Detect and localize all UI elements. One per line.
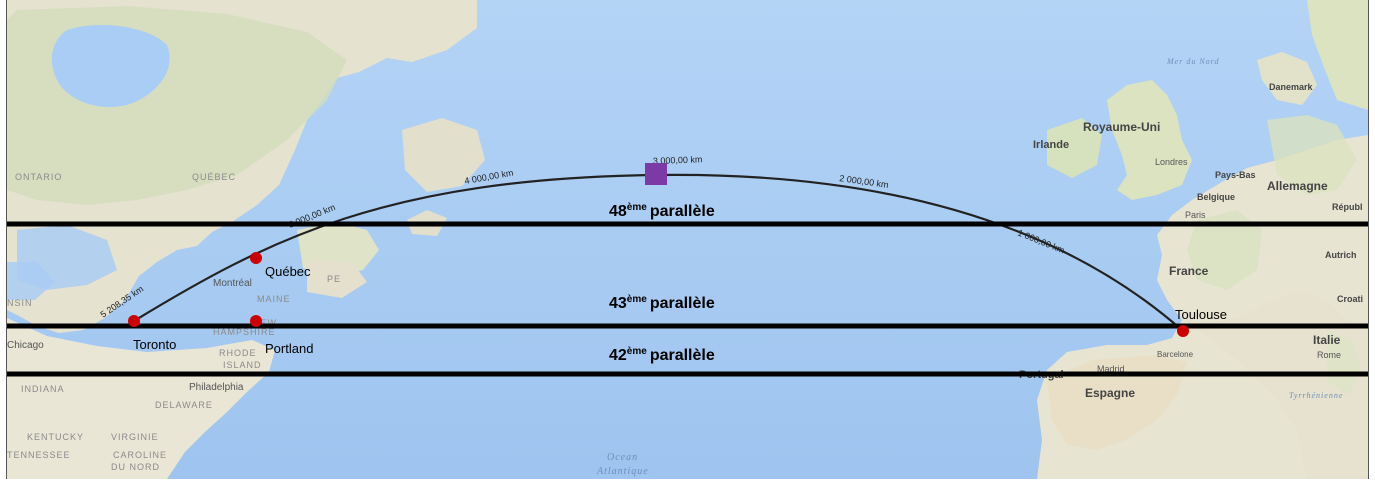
label-du-nord: DU NORD	[111, 462, 160, 472]
toulouse-label: Toulouse	[1175, 307, 1227, 322]
parallel-48-word: parallèle	[650, 203, 715, 220]
basemap-labels: ONTARIO QUÉBEC Montréal MAINE NEW HAMPSH…	[7, 57, 1363, 477]
parallel-43-number: 43	[609, 295, 627, 312]
map-viewport[interactable]: ONTARIO QUÉBEC Montréal MAINE NEW HAMPSH…	[6, 0, 1369, 479]
label-delaware: DELAWARE	[155, 400, 213, 410]
route-midpoint-marker[interactable]	[645, 163, 667, 185]
parallel-label-43: 43ème parallèle	[609, 294, 715, 312]
label-pays-bas: Pays-Bas	[1215, 170, 1256, 180]
portland-marker[interactable]	[250, 315, 262, 327]
label-kentucky: KENTUCKY	[27, 432, 84, 442]
label-espagne: Espagne	[1085, 386, 1135, 400]
label-irlande: Irlande	[1033, 139, 1069, 151]
city-markers	[128, 252, 1189, 337]
parallel-43-suffix: ème	[627, 294, 647, 305]
parallel-42-word: parallèle	[650, 347, 715, 364]
label-virginie: VIRGINIE	[111, 432, 159, 442]
label-nsin: NSIN	[7, 298, 33, 308]
parallel-48-suffix: ème	[627, 202, 647, 213]
label-new: NEW	[253, 318, 277, 328]
parallel-48-number: 48	[609, 203, 627, 220]
label-republ: Républ	[1332, 202, 1363, 212]
label-pe: PE	[327, 274, 341, 284]
toulouse-marker[interactable]	[1177, 325, 1189, 337]
label-indiana: INDIANA	[21, 384, 65, 394]
city-labels: Toronto Québec Portland Toulouse	[133, 264, 1227, 356]
parallel-label-48: 48ème parallèle	[609, 202, 715, 220]
label-londres: Londres	[1155, 157, 1188, 167]
label-montreal: Montréal	[213, 278, 252, 289]
label-italie: Italie	[1313, 333, 1341, 347]
quebec-marker[interactable]	[250, 252, 262, 264]
label-tennessee: TENNESSEE	[7, 450, 71, 460]
toronto-label: Toronto	[133, 337, 176, 352]
parallel-labels: 48ème parallèle 43ème parallèle 42ème paral…	[609, 202, 715, 364]
parallel-42-number: 42	[609, 347, 627, 364]
quebec-label: Québec	[265, 264, 311, 279]
label-belgique: Belgique	[1197, 192, 1235, 202]
label-tyrrhenienne: Tyrrhénienne	[1289, 391, 1343, 400]
label-atlantique: Atlantique	[596, 466, 649, 477]
label-paris: Paris	[1185, 210, 1206, 220]
label-ocean: Ocean	[607, 452, 638, 463]
label-danemark: Danemark	[1269, 82, 1314, 92]
label-quebec-province: QUÉBEC	[192, 172, 236, 182]
label-autrich: Autrich	[1325, 250, 1357, 260]
parallel-42-suffix: ème	[627, 346, 647, 357]
label-madrid: Madrid	[1097, 364, 1125, 374]
label-croatia: Croati	[1337, 294, 1363, 304]
map-canvas[interactable]: ONTARIO QUÉBEC Montréal MAINE NEW HAMPSH…	[7, 0, 1368, 479]
label-island: ISLAND	[223, 360, 262, 370]
toronto-marker[interactable]	[128, 315, 140, 327]
europe-land	[1037, 0, 1368, 479]
distance-label-4: 3 000,00 km	[653, 154, 703, 166]
parallel-label-42: 42ème parallèle	[609, 346, 715, 364]
portland-label: Portland	[265, 341, 313, 356]
label-chicago: Chicago	[7, 340, 44, 351]
label-allemagne: Allemagne	[1267, 179, 1328, 193]
label-royaume-uni: Royaume-Uni	[1083, 120, 1160, 134]
label-rhode: RHODE	[219, 348, 257, 358]
label-philadelphia: Philadelphia	[189, 382, 244, 393]
label-rome: Rome	[1317, 350, 1341, 360]
label-barcelone: Barcelone	[1157, 350, 1194, 359]
label-france: France	[1169, 264, 1209, 278]
parallel-lines	[7, 221, 1368, 377]
label-caroline: CAROLINE	[113, 450, 167, 460]
label-mer-du-nord: Mer du Nord	[1166, 57, 1219, 66]
parallel-43-word: parallèle	[650, 295, 715, 312]
label-maine: MAINE	[257, 294, 291, 304]
north-america-land	[7, 0, 485, 479]
label-hampshire: HAMPSHIRE	[213, 327, 276, 337]
label-ontario: ONTARIO	[15, 172, 62, 182]
